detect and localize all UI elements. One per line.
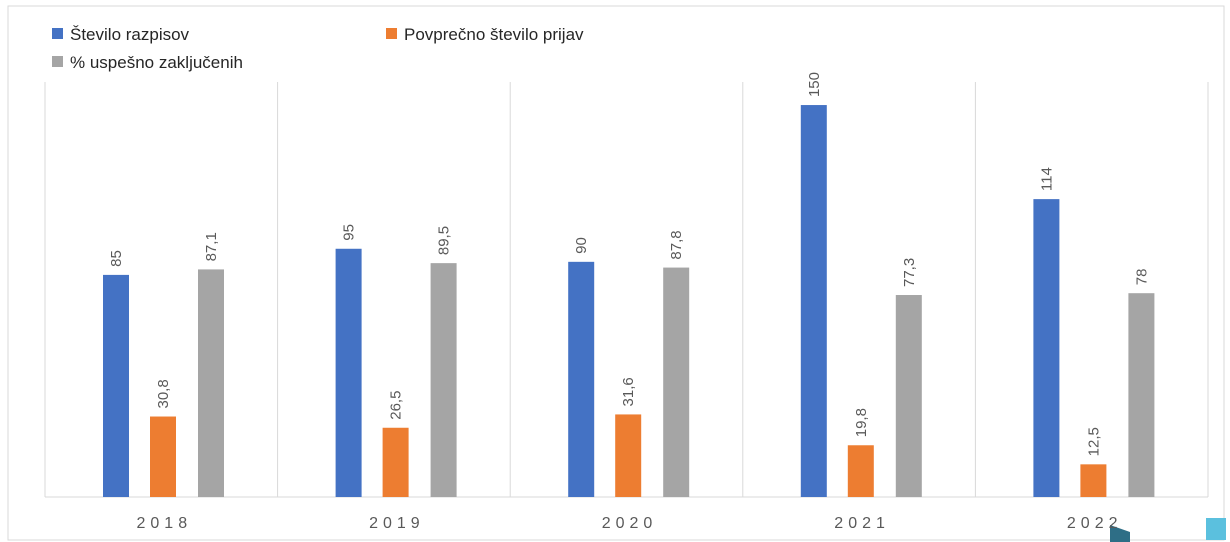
chart-border bbox=[7, 5, 1225, 541]
x-tick-label: 2021 bbox=[834, 515, 890, 532]
bar bbox=[1080, 464, 1107, 497]
bar bbox=[800, 105, 827, 498]
bar bbox=[335, 248, 362, 497]
data-label: 26,5 bbox=[388, 391, 405, 420]
data-label: 87,1 bbox=[203, 232, 220, 261]
legend-label: Povprečno število prijav bbox=[404, 25, 584, 44]
data-label: 85 bbox=[108, 250, 125, 267]
data-label: 90 bbox=[573, 237, 590, 254]
data-label: 95 bbox=[341, 224, 358, 241]
legend-label: Število razpisov bbox=[70, 25, 190, 44]
data-label: 77,3 bbox=[901, 258, 918, 287]
bar bbox=[382, 427, 409, 497]
data-label: 89,5 bbox=[436, 226, 453, 255]
data-label: 87,8 bbox=[668, 230, 685, 259]
data-label: 78 bbox=[1133, 268, 1150, 285]
data-label: 19,8 bbox=[853, 408, 870, 437]
bar bbox=[1128, 293, 1155, 497]
bar bbox=[1033, 199, 1060, 498]
data-label: 12,5 bbox=[1085, 427, 1102, 456]
data-label: 114 bbox=[1038, 167, 1055, 191]
legend-swatch bbox=[52, 28, 63, 39]
bar bbox=[568, 261, 595, 497]
x-tick-label: 2022 bbox=[1067, 515, 1123, 532]
bar bbox=[895, 295, 922, 497]
bar bbox=[150, 416, 176, 497]
data-label: 30,8 bbox=[155, 379, 172, 408]
bar bbox=[615, 414, 642, 497]
bar bbox=[198, 269, 224, 497]
decoration bbox=[1206, 518, 1226, 540]
legend-swatch bbox=[386, 28, 397, 39]
data-label: 31,6 bbox=[620, 377, 637, 406]
x-tick-label: 2020 bbox=[602, 515, 658, 532]
legend-swatch bbox=[52, 56, 63, 67]
data-label: 150 bbox=[806, 72, 823, 97]
bar bbox=[430, 263, 457, 497]
legend-label: % uspešno zaključenih bbox=[70, 53, 243, 72]
x-tick-label: 2018 bbox=[137, 515, 193, 532]
bar bbox=[103, 274, 129, 497]
bar bbox=[847, 445, 874, 497]
decoration bbox=[1110, 525, 1130, 542]
bar bbox=[663, 267, 690, 497]
x-tick-label: 2019 bbox=[369, 515, 425, 532]
